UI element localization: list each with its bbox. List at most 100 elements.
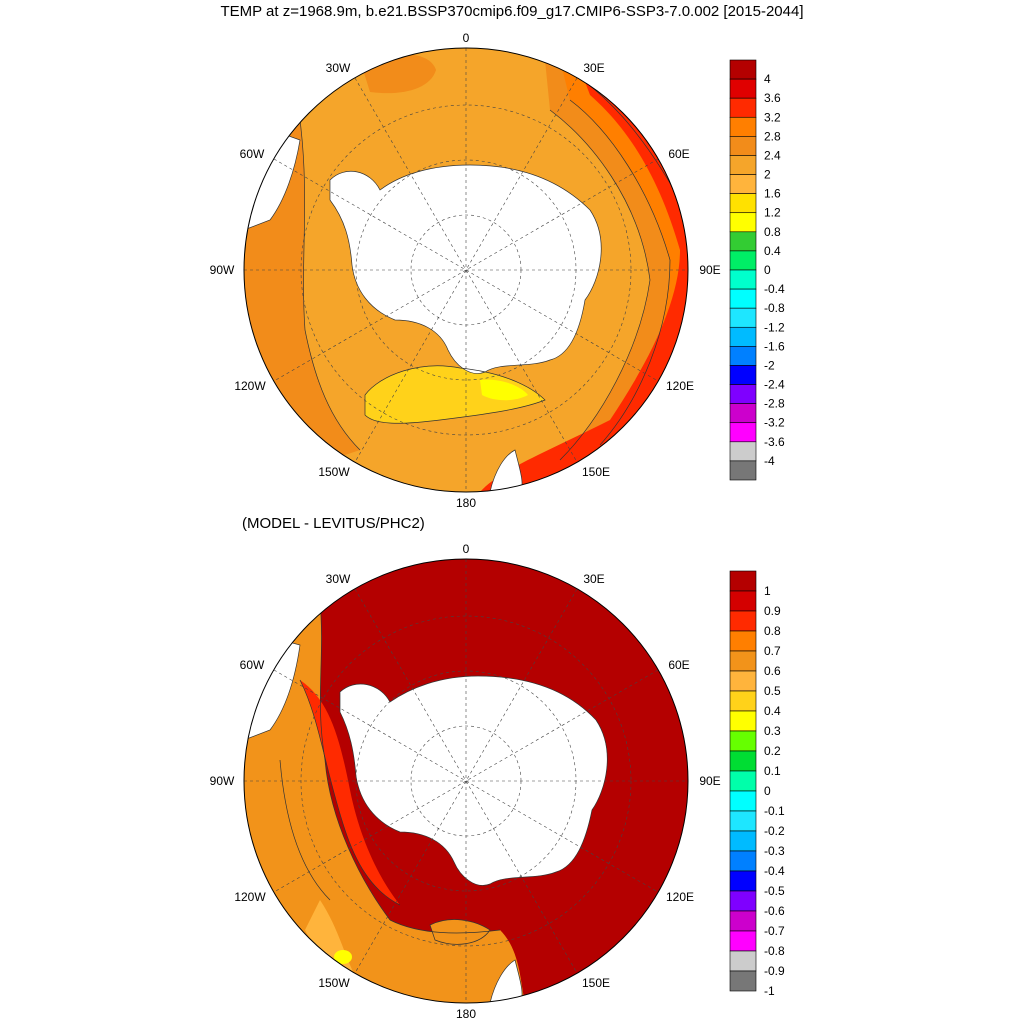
- bottom-colorbar-swatch: [729, 850, 757, 872]
- top-newzealand-land: [489, 449, 523, 492]
- bottom-colorbar-tick-label: -0.5: [764, 884, 785, 898]
- bottom-colorbar-swatch: [729, 970, 757, 992]
- bottom-colorbar-tick-label: 0.9: [764, 604, 781, 618]
- top-colorbar-swatch: [729, 384, 757, 404]
- top-lbl-120e: 120E: [666, 379, 694, 393]
- bottom-antarctica-land: [339, 675, 608, 886]
- top-colorbar-swatch: [729, 460, 757, 481]
- top-colorbar-swatch: [729, 212, 757, 233]
- bottom-colorbar-swatch: [729, 710, 757, 732]
- top-east-hot-band: [480, 55, 688, 492]
- top-colorbar-tick-label: 1.6: [764, 187, 781, 201]
- top-colorbar-swatch: [729, 193, 757, 214]
- bot-lbl-60e: 60E: [668, 658, 689, 672]
- bottom-colorbar-swatch: [729, 650, 757, 672]
- top-colorbar-swatch: [729, 365, 757, 385]
- top-lbl-180: 180: [456, 496, 476, 510]
- top-colorbar-tick-label: -1.2: [764, 320, 785, 334]
- top-colorbar-swatch: [729, 136, 757, 156]
- bottom-colorbar-swatch: [729, 870, 757, 892]
- bottom-colorbar-tick-label: 0.5: [764, 684, 781, 698]
- bottom-colorbar-swatch: [729, 790, 757, 812]
- bottom-colorbar-tick-label: -0.2: [764, 824, 785, 838]
- bottom-colorbar-tick-label: 0.8: [764, 624, 781, 638]
- top-colorbar-tick-label: -0.8: [764, 301, 785, 315]
- top-colorbar-tick-label: 2.8: [764, 129, 781, 143]
- bottom-colorbar-tick-label: 0.4: [764, 704, 781, 718]
- bot-lbl-150w: 150W: [318, 976, 350, 990]
- bottom-colorbar-tick-label: 0: [764, 784, 771, 798]
- bottom-colorbar-swatch: [729, 750, 757, 772]
- top-colorbar-tick-label: 3.6: [764, 91, 781, 105]
- bottom-colorbar-swatch: [729, 630, 757, 652]
- bottom-colorbar: 1 0.9 0.8 0.7 0.6 0.5 0.4 0.3 0.2 0.1 0 -0.1 -0.2 -0.…: [729, 570, 785, 998]
- bottom-colorbar-tick-label: 0.2: [764, 744, 781, 758]
- bottom-colorbar-tick-label: -0.7: [764, 924, 785, 938]
- panel-subtitle: (MODEL - LEVITUS/PHC2): [242, 515, 425, 532]
- top-colorbar-tick-label: -4: [764, 454, 775, 468]
- bottom-map-border: [243, 558, 689, 1004]
- top-lbl-150e: 150E: [582, 465, 610, 479]
- top-colorbar-tick-label: 2.4: [764, 148, 781, 162]
- top-cool-region: [365, 365, 545, 424]
- top-colorbar-tick-label: 3.2: [764, 110, 781, 124]
- bottom-colorbar-tick-label: 0.6: [764, 664, 781, 678]
- bot-lbl-30e: 30E: [583, 572, 604, 586]
- bottom-colorbar-swatch: [729, 690, 757, 712]
- bottom-colorbar-tick-label: -1: [764, 984, 775, 998]
- bottom-colorbar-swatch: [729, 670, 757, 692]
- bottom-yellow-spot: [334, 950, 352, 964]
- top-map-border: [243, 47, 689, 493]
- top-colorbar-swatch: [729, 231, 757, 252]
- top-colorbar-swatch: [729, 441, 757, 462]
- bottom-colorbar-swatch: [729, 610, 757, 632]
- top-colorbar-tick-label: 0.8: [764, 225, 781, 239]
- bottom-colorbar-tick-label: 1: [764, 584, 771, 598]
- top-lbl-60e: 60E: [668, 147, 689, 161]
- top-colorbar-swatch: [729, 116, 757, 137]
- top-colorbar-swatch: [729, 307, 757, 328]
- bottom-colorbar-swatch: [729, 810, 757, 832]
- bottom-west-red-band: [300, 680, 400, 905]
- bot-lbl-60w: 60W: [240, 658, 265, 672]
- top-colorbar-swatch: [729, 78, 757, 99]
- top-colorbar-tick-label: -0.4: [764, 282, 785, 296]
- bottom-lon-labels: 0 30E 60E 90E 120E 150E 180 150W 120W 90…: [210, 542, 721, 1021]
- bottom-colorbar-swatch: [729, 930, 757, 952]
- bot-lbl-120e: 120E: [666, 890, 694, 904]
- top-lbl-120w: 120W: [234, 379, 266, 393]
- top-lbl-150w: 150W: [318, 465, 350, 479]
- bottom-colorbar-swatch: [729, 950, 757, 972]
- bot-lbl-30w: 30W: [326, 572, 351, 586]
- bottom-colorbar-tick-label: -0.8: [764, 944, 785, 958]
- top-polar-map: 0 30E 60E 90E 120E 150E 180 150W 120W 90…: [210, 31, 721, 510]
- top-lbl-90e: 90E: [699, 263, 720, 277]
- top-colorbar: 4 3.6 3.2 2.8 2.4 2 1.6 1.2 0.8 0.4 0 -0.4 -0.8 -1.2 -…: [729, 59, 785, 481]
- top-colorbar-swatch: [729, 97, 757, 118]
- top-colorbar-swatch: [729, 174, 757, 194]
- bottom-colorbar-tick-label: 0.3: [764, 724, 781, 738]
- bot-lbl-0: 0: [463, 542, 470, 556]
- bottom-colorbar-tick-label: -0.9: [764, 964, 785, 978]
- bottom-colorbar-swatch: [729, 770, 757, 792]
- bottom-colorbar-tick-label: 0.7: [764, 644, 781, 658]
- figure-title: TEMP at z=1968.9m, b.e21.BSSP370cmip6.f0…: [220, 3, 804, 20]
- bottom-graticule: [244, 559, 688, 1003]
- top-lbl-30w: 30W: [326, 61, 351, 75]
- bottom-colorbar-swatch: [729, 570, 757, 592]
- bot-lbl-180: 180: [456, 1007, 476, 1021]
- bottom-colorbar-swatch: [729, 830, 757, 852]
- top-colorbar-swatch: [729, 59, 757, 80]
- bottom-contours: [279, 599, 501, 945]
- top-colorbar-tick-label: -3.6: [764, 435, 785, 449]
- top-graticule: [244, 48, 688, 492]
- top-colorbar-swatch: [729, 422, 757, 443]
- top-colorbar-tick-label: 2: [764, 168, 771, 182]
- bottom-colorbar-tick-label: -0.4: [764, 864, 785, 878]
- bottom-polar-map: 0 30E 60E 90E 120E 150E 180 150W 120W 90…: [210, 542, 721, 1021]
- bottom-colorbar-swatch: [729, 910, 757, 932]
- bot-lbl-90e: 90E: [699, 774, 720, 788]
- top-colorbar-tick-label: 0: [764, 263, 771, 277]
- top-lbl-60w: 60W: [240, 147, 265, 161]
